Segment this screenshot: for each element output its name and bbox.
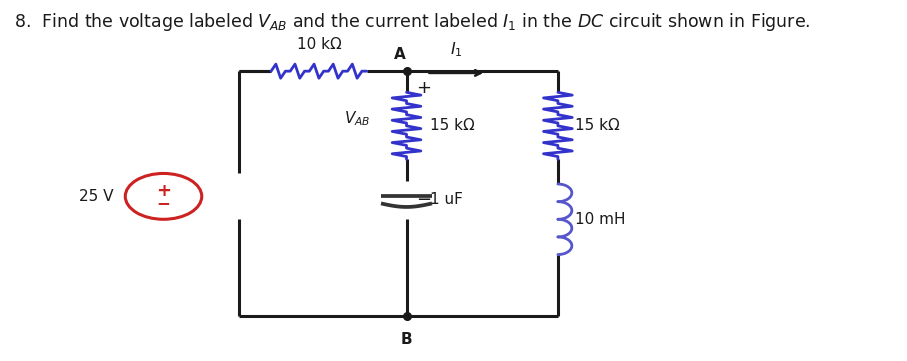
Text: 10 kΩ: 10 kΩ <box>297 37 341 52</box>
Text: 25 V: 25 V <box>79 189 113 204</box>
Text: 10 mH: 10 mH <box>575 212 626 227</box>
Text: −: − <box>157 195 171 212</box>
Text: 1 uF: 1 uF <box>431 192 463 208</box>
Text: A: A <box>395 47 406 62</box>
Text: −: − <box>416 191 432 209</box>
Text: 15 kΩ: 15 kΩ <box>575 118 620 133</box>
Text: 8.  Find the voltage labeled $V_{AB}$ and the current labeled $I_1$ in the $\mat: 8. Find the voltage labeled $V_{AB}$ and… <box>14 11 810 33</box>
Text: +: + <box>156 182 171 200</box>
Text: B: B <box>401 332 413 347</box>
Text: +: + <box>416 79 432 97</box>
Text: $I_1$: $I_1$ <box>450 40 463 59</box>
Text: 15 kΩ: 15 kΩ <box>431 118 475 133</box>
Text: $V_{AB}$: $V_{AB}$ <box>345 109 371 128</box>
